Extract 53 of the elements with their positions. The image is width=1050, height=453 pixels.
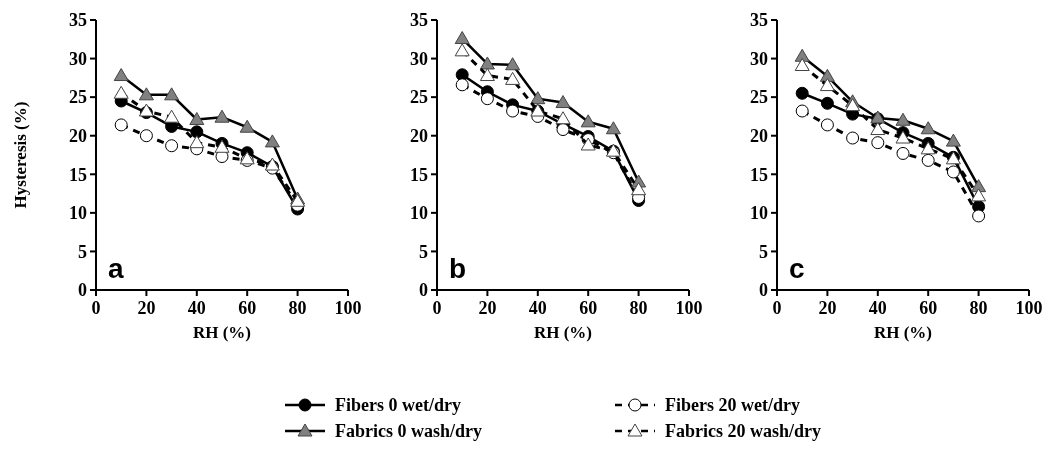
y-tick-label: 20 <box>69 126 87 147</box>
x-tick-label: 100 <box>334 298 362 318</box>
y-tick-label: 15 <box>410 164 428 185</box>
x-tick-label: 0 <box>432 298 442 318</box>
y-tick-label: 10 <box>410 203 428 224</box>
x-tick-label: 20 <box>478 298 497 318</box>
y-tick-label: 10 <box>750 203 768 224</box>
x-axis-title: RH (%) <box>873 323 933 342</box>
y-tick-label: 25 <box>410 87 428 108</box>
y-tick-label: 10 <box>69 203 87 224</box>
legend-label: Fibers 0 wet/dry <box>335 395 461 416</box>
legend-label: Fibers 20 wet/dry <box>665 395 800 416</box>
x-tick-label: 60 <box>579 298 598 318</box>
x-tick-label: 0 <box>91 298 101 318</box>
y-tick-label: 5 <box>78 241 87 262</box>
x-tick-label: 0 <box>772 298 782 318</box>
annotation: b <box>449 253 467 284</box>
y-tick-label: 15 <box>750 164 768 185</box>
annotation: a <box>108 253 124 284</box>
y-tick-label: 15 <box>69 164 87 185</box>
legend-label: Fabrics 0 wash/dry <box>335 421 483 442</box>
x-tick-label: 40 <box>528 298 547 318</box>
x-tick-label: 40 <box>187 298 206 318</box>
x-tick-label: 80 <box>969 298 988 318</box>
x-tick-label: 100 <box>675 298 703 318</box>
y-tick-label: 25 <box>69 87 87 108</box>
y-tick-label: 20 <box>750 126 768 147</box>
x-tick-label: 80 <box>288 298 307 318</box>
y-tick-label: 0 <box>759 280 768 301</box>
y-tick-label: 5 <box>419 241 428 262</box>
x-axis-title: RH (%) <box>533 323 593 342</box>
y-tick-label: 35 <box>410 10 428 31</box>
x-tick-label: 100 <box>1015 298 1043 318</box>
y-tick-label: 0 <box>419 280 428 301</box>
y-tick-label: 30 <box>69 48 87 69</box>
y-tick-label: 35 <box>750 10 768 31</box>
annotation: c <box>789 253 805 284</box>
x-tick-label: 80 <box>629 298 648 318</box>
y-tick-label: 30 <box>750 48 768 69</box>
y-tick-label: 0 <box>78 280 87 301</box>
legend-label: Fabrics 20 wash/dry <box>665 421 822 442</box>
x-tick-label: 20 <box>818 298 837 318</box>
y-tick-label: 25 <box>750 87 768 108</box>
x-tick-label: 60 <box>238 298 257 318</box>
y-tick-label: 35 <box>69 10 87 31</box>
y-tick-label: 20 <box>410 126 428 147</box>
y-tick-label: 5 <box>759 241 768 262</box>
x-tick-label: 40 <box>868 298 887 318</box>
x-tick-label: 20 <box>137 298 156 318</box>
x-tick-label: 60 <box>919 298 938 318</box>
x-axis-title: RH (%) <box>192 323 252 342</box>
y-axis-title: Hysteresis (%) <box>11 101 30 209</box>
y-tick-label: 30 <box>410 48 428 69</box>
